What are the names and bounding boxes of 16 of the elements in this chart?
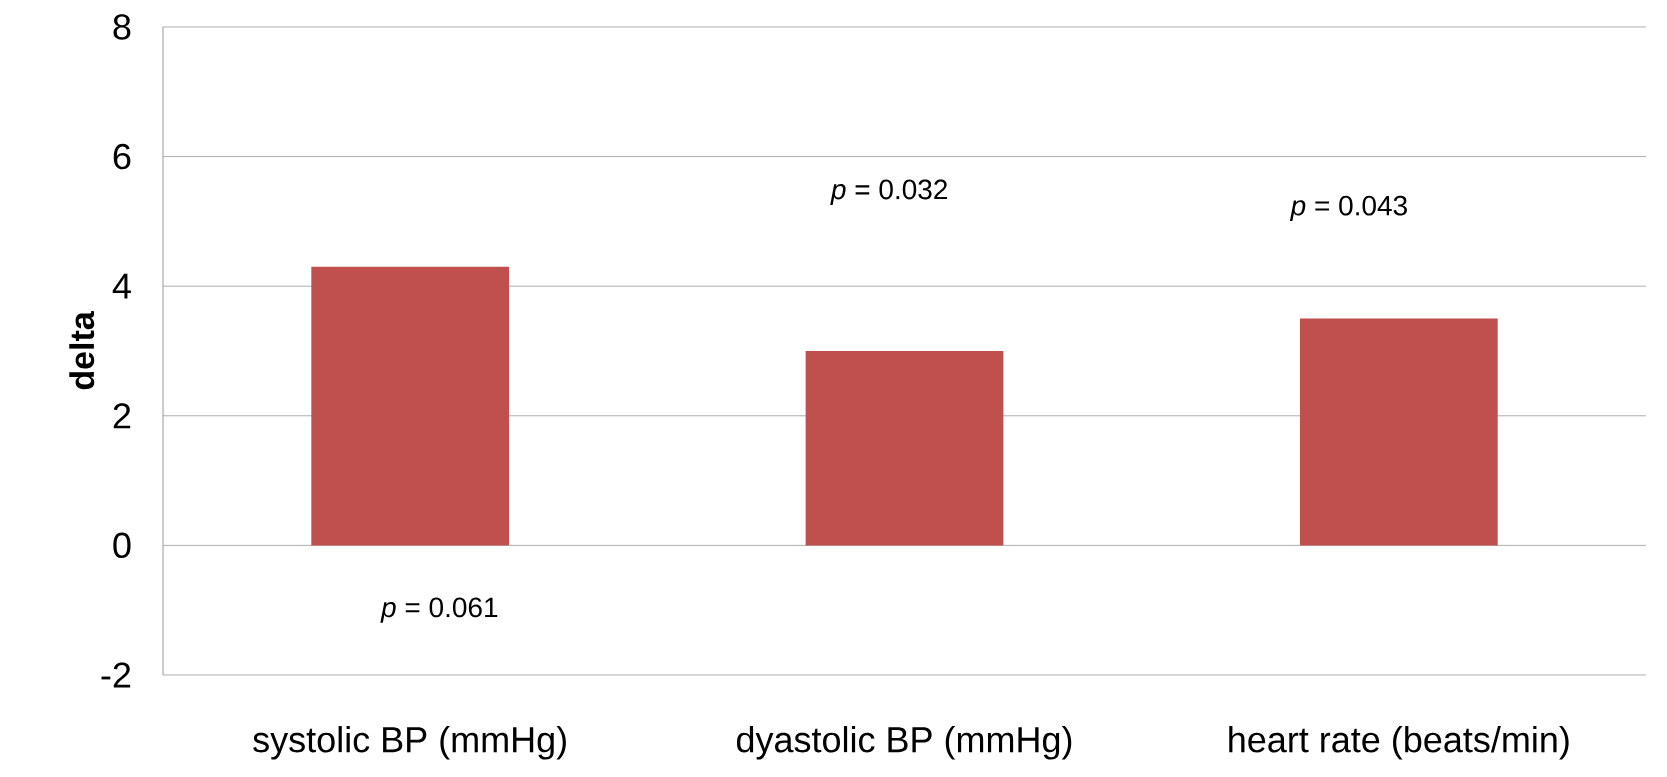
y-tick-label: 0 [113,532,131,559]
annotation: p = 0.032 [830,179,948,205]
x-tick-label: systolic BP (mmHg) [253,726,566,760]
annotation: p = 0.043 [1289,195,1407,222]
y-tick-label: 4 [112,273,131,299]
bar [311,266,510,546]
x-tick-label: heart rate (beats/min) [1229,726,1569,760]
x-tick-label: dyastolic BP (mmHg) [736,726,1072,760]
y-tick-label: 2 [113,403,131,429]
annotation: p = 0.061 [380,597,498,623]
y-tick-label: -2 [101,662,131,688]
y-tick-label: 8 [113,14,131,40]
y-tick-label: 6 [113,143,131,170]
bar [805,350,1004,546]
bar [1299,318,1498,546]
y-axis-title: delta [69,311,95,390]
